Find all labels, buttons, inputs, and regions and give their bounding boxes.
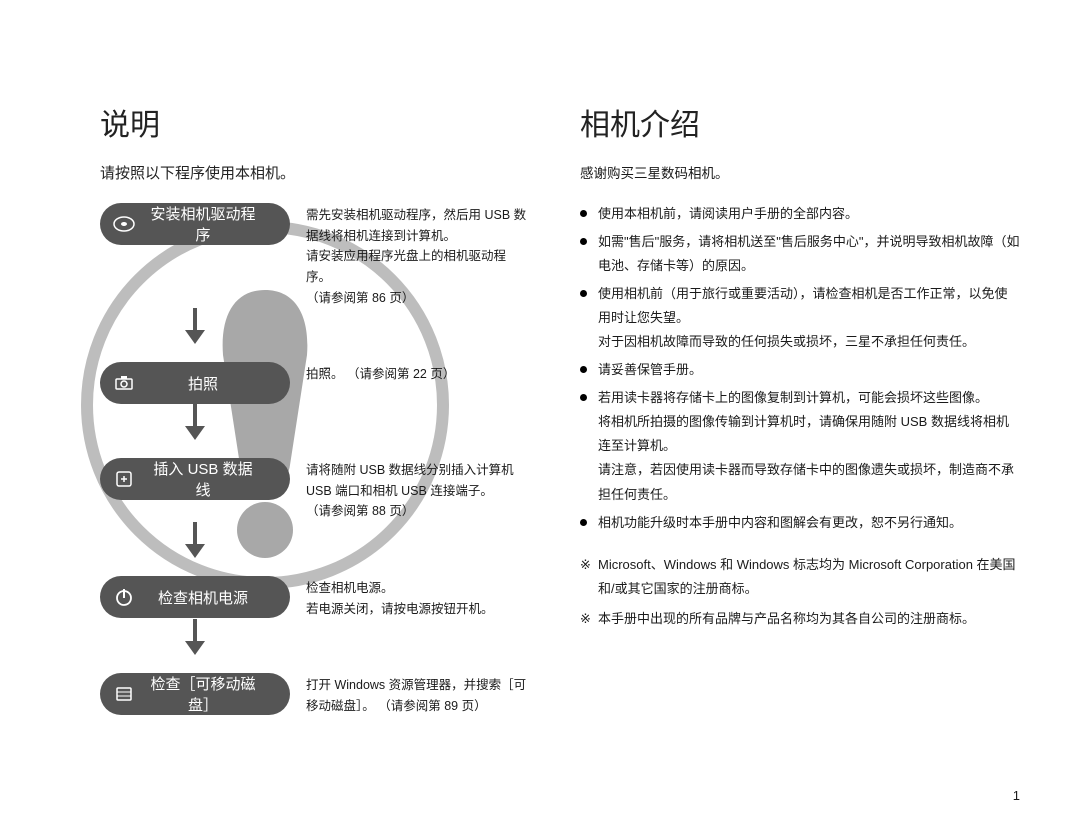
step-pill-disk: 检查［可移动磁盘］ (100, 673, 290, 715)
step-label: 插入 USB 数据线 (146, 458, 290, 500)
list-item: Microsoft、Windows 和 Windows 标志均为 Microso… (580, 553, 1020, 601)
step-pill-shoot: 拍照 (100, 362, 290, 404)
arrow-down-icon (100, 312, 290, 362)
step-row: 检查相机电源 检查相机电源。若电源关闭，请按电源按钮开机。 (100, 576, 530, 619)
bullet-list: 使用本相机前，请阅读用户手册的全部内容。 如需"售后"服务，请将相机送至"售后服… (580, 202, 1020, 535)
step-desc: 打开 Windows 资源管理器，并搜索［可移动磁盘］。 （请参阅第 89 页） (306, 673, 530, 716)
list-item: 若用读卡器将存储卡上的图像复制到计算机，可能会损坏这些图像。将相机所拍摄的图像传… (580, 386, 1020, 506)
arrow-down-icon (100, 408, 290, 458)
left-subheading: 请按照以下程序使用本相机。 (100, 162, 530, 183)
step-row: 插入 USB 数据线 请将随附 USB 数据线分别插入计算机 USB 端口和相机… (100, 458, 530, 522)
left-column: 说明 请按照以下程序使用本相机。 安装相机驱动程序 需先安装相机驱动程序，然后用… (100, 100, 530, 763)
step-label: 检查［可移动磁盘］ (146, 673, 290, 715)
intro-text: 感谢购买三星数码相机。 (580, 162, 1020, 182)
camera-icon (112, 371, 136, 395)
step-pill-install-driver: 安装相机驱动程序 (100, 203, 290, 245)
cd-icon (112, 212, 136, 236)
right-column: 相机介绍 感谢购买三星数码相机。 使用本相机前，请阅读用户手册的全部内容。 如需… (580, 100, 1020, 763)
page: 说明 请按照以下程序使用本相机。 安装相机驱动程序 需先安装相机驱动程序，然后用… (100, 100, 1020, 763)
list-item: 本手册中出现的所有品牌与产品名称均为其各自公司的注册商标。 (580, 607, 1020, 631)
list-item: 如需"售后"服务，请将相机送至"售后服务中心"，并说明导致相机故障（如电池、存储… (580, 230, 1020, 278)
step-pill-power: 检查相机电源 (100, 576, 290, 618)
step-desc: 检查相机电源。若电源关闭，请按电源按钮开机。 (306, 576, 494, 619)
arrow-down-icon (100, 526, 290, 576)
list-item: 请妥善保管手册。 (580, 358, 1020, 382)
step-row: 检查［可移动磁盘］ 打开 Windows 资源管理器，并搜索［可移动磁盘］。 （… (100, 673, 530, 716)
step-desc: 请将随附 USB 数据线分别插入计算机 USB 端口和相机 USB 连接端子。（… (306, 458, 530, 522)
step-row: 拍照 拍照。 （请参阅第 22 页） (100, 362, 530, 404)
list-item: 相机功能升级时本手册中内容和图解会有更改，恕不另行通知。 (580, 511, 1020, 535)
page-number: 1 (1013, 788, 1020, 803)
step-pill-usb: 插入 USB 数据线 (100, 458, 290, 500)
disk-icon (112, 682, 136, 706)
step-label: 检查相机电源 (146, 587, 290, 608)
asterisk-list: Microsoft、Windows 和 Windows 标志均为 Microso… (580, 553, 1020, 631)
step-desc: 拍照。 （请参阅第 22 页） (306, 362, 455, 385)
steps-list: 安装相机驱动程序 需先安装相机驱动程序，然后用 USB 数据线将相机连接到计算机… (100, 203, 530, 717)
right-heading: 相机介绍 (580, 100, 1020, 144)
step-row: 安装相机驱动程序 需先安装相机驱动程序，然后用 USB 数据线将相机连接到计算机… (100, 203, 530, 308)
step-desc: 需先安装相机驱动程序，然后用 USB 数据线将相机连接到计算机。请安装应用程序光… (306, 203, 530, 308)
usb-icon (112, 467, 136, 491)
arrow-down-icon (100, 623, 290, 673)
step-label: 安装相机驱动程序 (146, 203, 290, 245)
step-label: 拍照 (146, 373, 290, 394)
left-heading: 说明 (100, 100, 530, 144)
list-item: 使用相机前（用于旅行或重要活动），请检查相机是否工作正常，以免使用时让您失望。对… (580, 282, 1020, 354)
list-item: 使用本相机前，请阅读用户手册的全部内容。 (580, 202, 1020, 226)
power-icon (112, 585, 136, 609)
